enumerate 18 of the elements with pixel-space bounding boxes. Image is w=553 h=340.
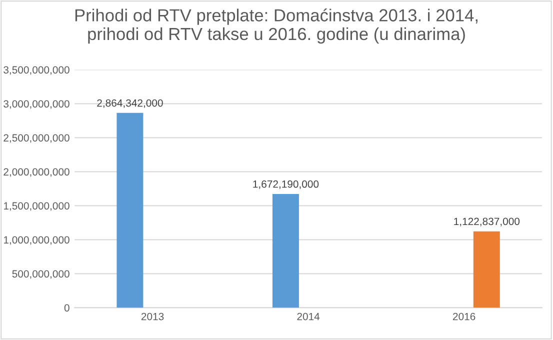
y-tick-label: 3,500,000,000: [4, 66, 70, 75]
y-tick-label: 500,000,000: [12, 270, 70, 279]
data-label: 1,672,190,000: [253, 180, 319, 189]
data-label: 2,864,342,000: [97, 99, 163, 108]
x-tick-label: 2013: [141, 312, 164, 320]
x-tick-label: 2014: [297, 312, 320, 320]
data-label: 1,122,837,000: [454, 218, 520, 226]
bar: [272, 194, 299, 308]
bar: [116, 112, 144, 308]
x-tick-label: 2016: [453, 312, 476, 320]
y-tick-label: 1,000,000,000: [4, 236, 70, 245]
y-tick-label: 2,000,000,000: [4, 168, 70, 177]
chart-title: Prihodi od RTV pretplate: Domaćinstva 2013. i 2014, prihodi od RTV takse u 2016. godine (u dinarima): [75, 8, 478, 44]
y-tick-label: 0: [64, 304, 70, 312]
y-tick-label: 2,500,000,000: [4, 134, 70, 143]
y-tick-label: 1,500,000,000: [4, 202, 70, 211]
y-tick-label: 3,000,000,000: [4, 100, 70, 109]
bar: [473, 231, 500, 308]
